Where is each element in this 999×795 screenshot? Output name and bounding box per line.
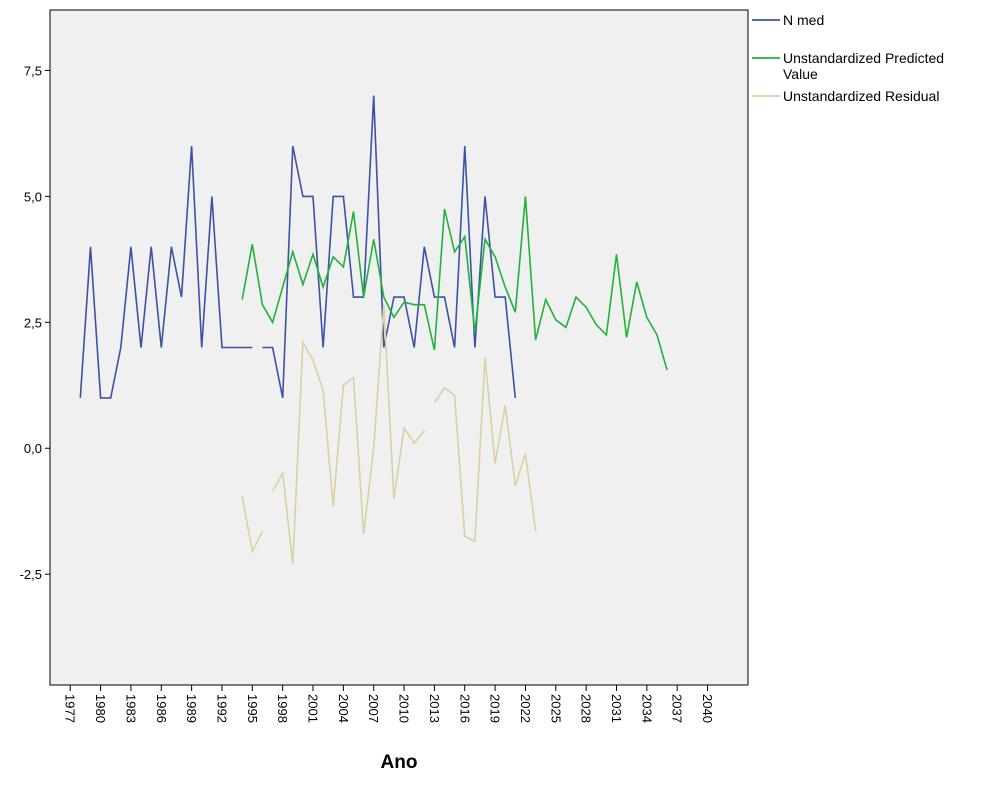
series-layer <box>79 95 668 565</box>
x-tick-label: 2013 <box>427 694 442 723</box>
x-tick-label: 2034 <box>639 694 654 723</box>
x-tick-label: 2037 <box>670 694 685 723</box>
x-tick-label: 1995 <box>245 694 260 723</box>
x-tick-label: 2010 <box>397 694 412 723</box>
x-tick-label: 2019 <box>488 694 503 723</box>
x-tick-label: 1986 <box>154 694 169 723</box>
plot-area <box>49 9 749 686</box>
series-line <box>241 495 264 554</box>
x-tick-label: 1977 <box>63 694 78 723</box>
x-tick-label: 1992 <box>214 694 229 723</box>
y-tick-label: -2,5 <box>20 567 42 582</box>
legend-label: Unstandardized Residual <box>783 88 939 104</box>
x-tick-label: 2004 <box>336 694 351 723</box>
y-tick-label: 5,0 <box>24 189 42 204</box>
x-tick-label: 1980 <box>93 694 108 723</box>
series-line <box>433 357 537 543</box>
x-tick-label: 1998 <box>275 694 290 723</box>
legend-label: N med <box>783 12 824 28</box>
x-tick-label: 2001 <box>306 694 321 723</box>
x-tick-label: 2007 <box>366 694 381 723</box>
y-tick-label: 2,5 <box>24 315 42 330</box>
legend-label: Unstandardized Predicted Value <box>783 50 944 82</box>
legend: N med Unstandardized Predicted Value Unstan… <box>752 12 944 104</box>
x-axis-title: Ano <box>381 752 418 773</box>
y-tick-label: 0,0 <box>24 441 42 456</box>
x-tick-label: 2025 <box>548 694 563 723</box>
x-tick-label: 1983 <box>123 694 138 723</box>
x-tick-label: 2028 <box>579 694 594 723</box>
x-tick-label: 2031 <box>609 694 624 723</box>
series-line <box>271 304 425 565</box>
x-tick-label: 2022 <box>518 694 533 723</box>
y-tick-label: 7,5 <box>24 63 42 78</box>
series-line <box>79 145 253 399</box>
x-tick-label: 2040 <box>700 694 715 723</box>
x-axis: 1977 1980 1983 1986 1989 1992 1995 1998 2001 2004… <box>63 685 715 723</box>
series-1 <box>241 196 668 371</box>
x-tick-label: 1989 <box>184 694 199 723</box>
x-tick-label: 2016 <box>457 694 472 723</box>
series-2 <box>241 304 537 565</box>
series-line <box>241 196 668 371</box>
y-axis: -2,5 0,0 2,5 5,0 7,5 <box>20 63 50 582</box>
